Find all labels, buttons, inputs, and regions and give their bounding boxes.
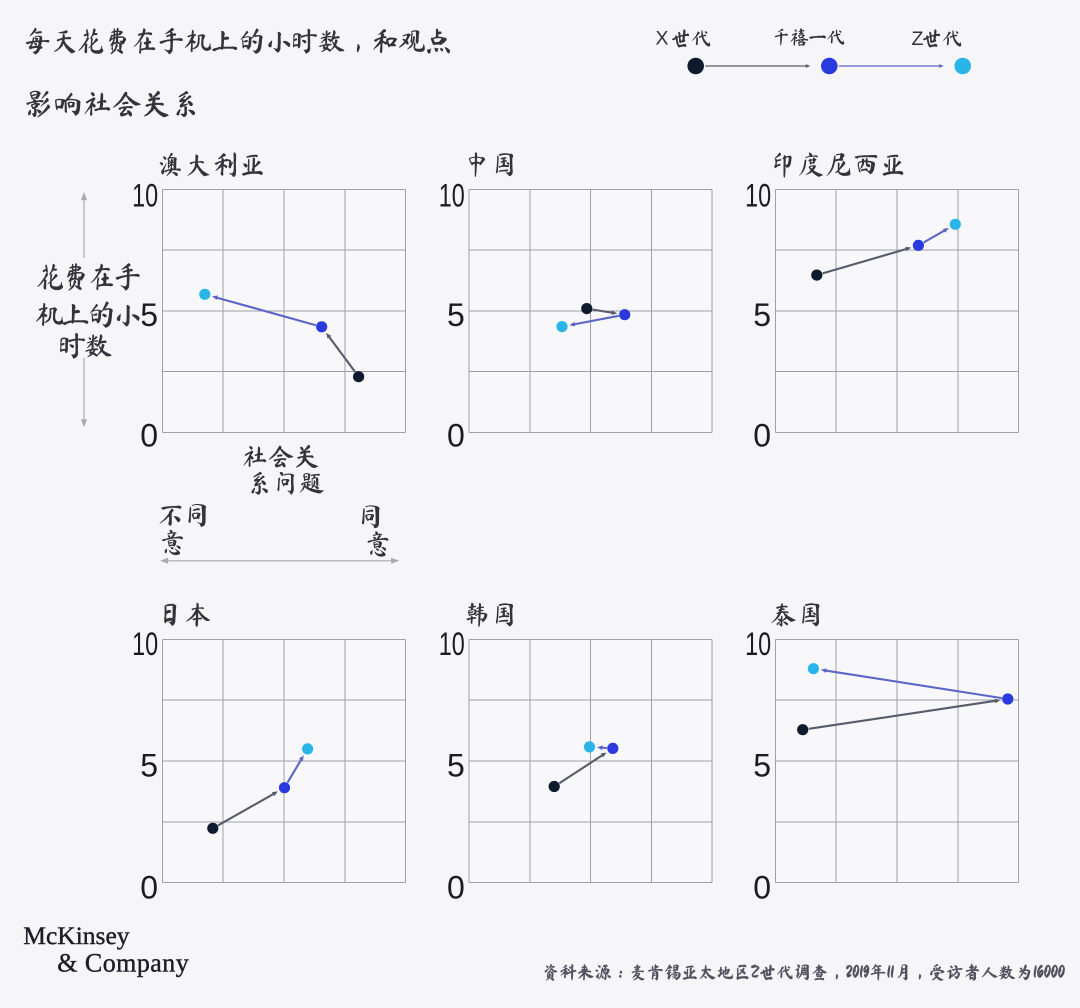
svg-text:10: 10 (745, 626, 771, 662)
svg-text:X: X (656, 27, 669, 49)
svg-text:& Company: & Company (57, 949, 189, 978)
svg-text:Z: Z (912, 28, 924, 50)
svg-text:0: 0 (140, 870, 158, 906)
svg-text:5: 5 (753, 297, 771, 333)
svg-text:0: 0 (753, 870, 771, 906)
svg-text:0: 0 (447, 870, 465, 906)
svg-text:5: 5 (140, 297, 158, 333)
svg-text:10: 10 (439, 177, 465, 213)
svg-text:10: 10 (745, 177, 771, 213)
svg-text:McKinsey: McKinsey (23, 921, 129, 950)
svg-text:5: 5 (753, 747, 771, 783)
svg-text:10: 10 (439, 626, 465, 662)
svg-text:5: 5 (140, 747, 158, 783)
svg-text:10: 10 (132, 626, 158, 662)
svg-text:10: 10 (132, 177, 158, 213)
svg-text:5: 5 (447, 747, 465, 783)
svg-text:5: 5 (447, 297, 465, 333)
svg-text:0: 0 (753, 417, 771, 453)
svg-text:0: 0 (140, 417, 158, 453)
svg-text:0: 0 (447, 417, 465, 453)
